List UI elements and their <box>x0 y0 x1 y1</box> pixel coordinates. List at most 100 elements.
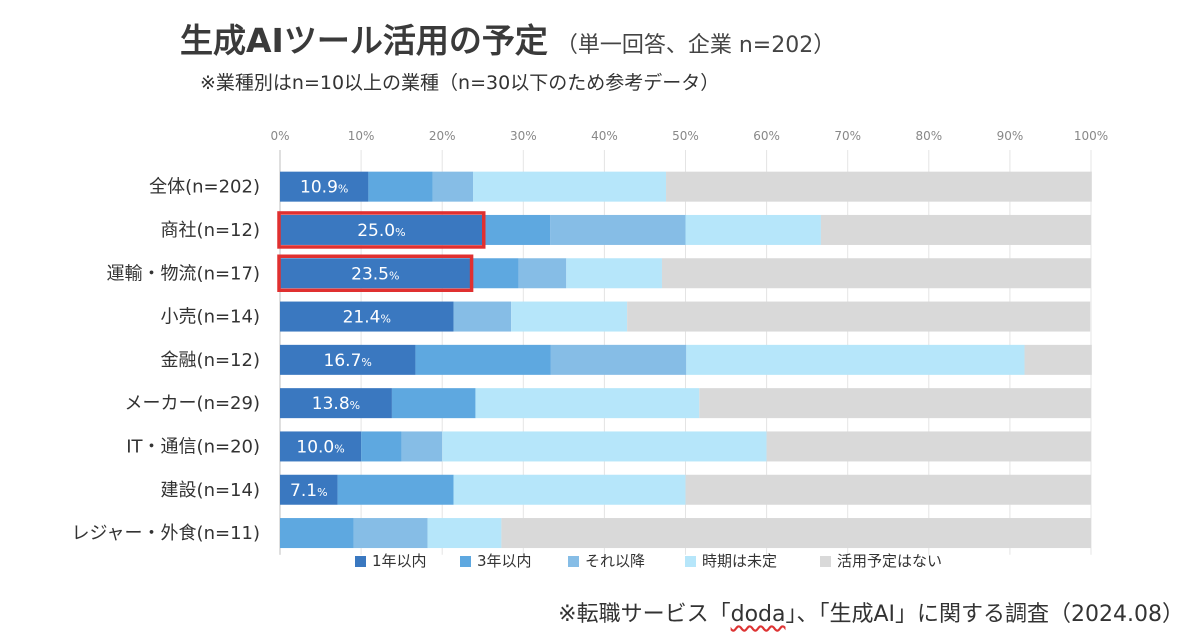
category-label: メーカー(n=29) <box>125 393 260 414</box>
data-label: 21.4% <box>343 308 391 328</box>
chart-title-main: 生成AIツール活用の予定 <box>180 21 548 60</box>
legend: 1年以内 3年以内 それ以降 時期は未定 活用予定はない <box>355 552 942 570</box>
x-tick-label: 10% <box>348 129 375 143</box>
x-tick-label: 80% <box>915 129 942 143</box>
bar-segment <box>473 171 667 202</box>
bar-segment <box>368 171 433 202</box>
bar-segment <box>415 344 551 375</box>
legend-label: それ以降 <box>585 552 645 570</box>
bar-segment <box>453 474 686 505</box>
data-labels: 10.9% 25.0% 23.5% 21.4% 16.7% 13.8% 10.0% 7.1% <box>290 178 405 501</box>
data-label: 23.5% <box>351 264 399 284</box>
category-labels: 全体(n=202) 商社(n=12) 運輸・物流(n=17) 小売(n=14) 金融(n… <box>71 177 260 544</box>
bar-segment <box>1024 344 1092 375</box>
bar-segment <box>470 258 519 289</box>
bar-segment <box>550 214 686 245</box>
highlight-box <box>277 254 474 292</box>
x-tick-label: 100% <box>1074 129 1108 143</box>
bar-segment <box>699 388 1091 419</box>
bar-segment <box>432 171 474 202</box>
data-label: 25.0% <box>357 221 405 241</box>
bar-segment <box>453 301 512 332</box>
bar-segment <box>820 214 1091 245</box>
source-suffix: 」、「生成AI」に関する調査（2024.08） <box>785 602 1184 627</box>
bar-segment <box>686 344 1025 375</box>
bar-segment <box>280 388 392 419</box>
bar-segment <box>361 431 402 462</box>
x-tick-label: 20% <box>429 129 456 143</box>
bar-segment <box>475 388 700 419</box>
legend-label: 活用予定はない <box>837 552 942 570</box>
legend-swatch <box>460 556 471 567</box>
bar-segment <box>685 474 1091 505</box>
bar-segment <box>766 431 1091 462</box>
bar-segment <box>280 171 369 202</box>
legend-item: 時期は未定 <box>685 552 777 570</box>
legend-swatch <box>355 556 366 567</box>
bar-segment <box>511 301 628 332</box>
source-prefix: ※転職サービス「 <box>558 602 731 627</box>
bar-segment <box>427 518 502 549</box>
legend-swatch <box>568 556 579 567</box>
bar-segment <box>337 474 454 505</box>
bar-segment <box>482 214 551 245</box>
bar-segment <box>666 171 1092 202</box>
category-label: 建設(n=14) <box>161 480 260 501</box>
legend-item: 3年以内 <box>460 552 532 570</box>
chart-subtitle: （単一回答、企業 n=202） <box>555 33 836 58</box>
source-brand: doda <box>730 602 786 627</box>
legend-label: 1年以内 <box>372 552 427 570</box>
x-tick-label: 90% <box>997 129 1024 143</box>
bar-segment <box>501 518 1091 549</box>
category-label: 運輸・物流(n=17) <box>107 263 260 284</box>
bar-segment <box>661 258 1091 289</box>
x-tick-label: 50% <box>672 129 699 143</box>
legend-swatch <box>685 556 696 567</box>
bar-segment <box>627 301 1091 332</box>
data-label: 10.0% <box>296 437 344 457</box>
bar-segment <box>280 518 354 549</box>
bar-segment <box>353 518 428 549</box>
bar-segment <box>442 431 767 462</box>
legend-item: 活用予定はない <box>820 552 942 570</box>
x-tick-label: 30% <box>510 129 537 143</box>
x-axis-ticks: 0% 10% 20% 30% 40% 50% 60% 70% 80% 90% 100% <box>270 129 1108 143</box>
legend-item: それ以降 <box>568 552 645 570</box>
bar-segment <box>685 214 821 245</box>
category-label: 金融(n=12) <box>161 350 260 371</box>
bar-segment <box>280 301 454 332</box>
legend-item: 1年以内 <box>355 552 427 570</box>
x-tick-label: 70% <box>834 129 861 143</box>
bars <box>277 171 1092 549</box>
bar-segment <box>280 214 483 245</box>
bar-segment <box>518 258 567 289</box>
legend-swatch <box>820 556 831 567</box>
category-label: レジャー・外食(n=11) <box>71 523 260 544</box>
chart-title: 生成AIツール活用の予定 （単一回答、企業 n=202） <box>180 14 835 62</box>
data-label: 13.8% <box>312 394 360 414</box>
bar-segment <box>280 431 362 462</box>
bar-segment <box>566 258 662 289</box>
source-note: ※転職サービス「doda」、「生成AI」に関する調査（2024.08） <box>558 596 1184 628</box>
highlight-box <box>277 211 486 249</box>
x-tick-label: 40% <box>591 129 618 143</box>
category-label: IT・通信(n=20) <box>126 436 260 457</box>
category-label: 小売(n=14) <box>161 307 260 328</box>
data-label: 16.7% <box>324 351 372 371</box>
chart-note: ※業種別はn=10以上の業種（n=30以下のため参考データ） <box>200 72 720 94</box>
bar-segment <box>280 258 471 289</box>
bar-segment <box>401 431 443 462</box>
x-tick-label: 0% <box>270 129 289 143</box>
category-label: 商社(n=12) <box>161 220 260 241</box>
bar-segment <box>280 474 338 505</box>
legend-label: 3年以内 <box>477 552 532 570</box>
data-label: 10.9% <box>300 178 348 198</box>
x-tick-label: 60% <box>753 129 780 143</box>
data-label: 7.1% <box>290 481 328 501</box>
bar-segment <box>550 344 687 375</box>
category-label: 全体(n=202) <box>149 177 260 198</box>
legend-label: 時期は未定 <box>702 552 777 570</box>
bar-segment <box>280 344 416 375</box>
bar-segment <box>391 388 476 419</box>
